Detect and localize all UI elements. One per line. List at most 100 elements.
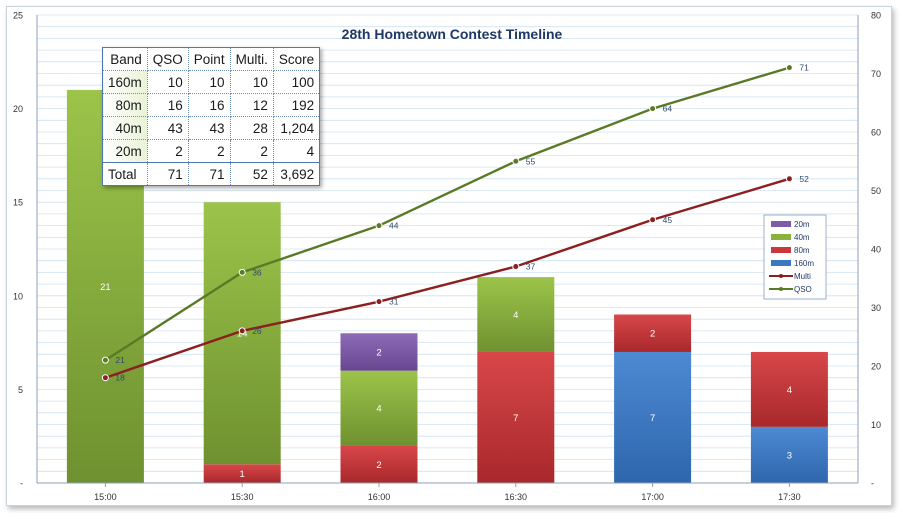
value-cell: 192 [272, 93, 321, 117]
legend-label: 20m [794, 220, 810, 229]
bar-value-label: 2 [376, 347, 381, 358]
bar-160m [614, 351, 692, 483]
value-cell: 16 [187, 93, 231, 117]
bar-value-label: 2 [650, 329, 655, 340]
band-cell: 20m [102, 139, 148, 163]
series-point-label: 18 [115, 373, 125, 383]
series-point-multi [785, 175, 793, 183]
value-cell: 10 [187, 70, 231, 94]
value-cell: 10 [146, 70, 189, 94]
value-cell: 43 [187, 116, 231, 140]
bar-40m [477, 277, 555, 352]
series-point-qso [785, 64, 793, 72]
table-header-cell: QSO [146, 47, 189, 71]
bar-value-label: 2 [376, 460, 381, 471]
value-cell: 52 [229, 162, 274, 186]
series-point-label: 52 [799, 174, 809, 184]
left-axis-tick-label: 25 [13, 11, 23, 21]
series-line-qso [104, 66, 790, 362]
legend-label: 160m [794, 259, 814, 268]
series-point-label: 37 [526, 262, 536, 272]
bar-value-label: 4 [376, 404, 381, 415]
value-cell: 4 [272, 139, 321, 163]
series-point-qso [649, 105, 657, 113]
value-cell: 43 [146, 116, 189, 140]
right-axis-tick-label: 10 [871, 420, 881, 430]
bar-value-label: 4 [787, 385, 792, 396]
legend-label: Multi [794, 272, 811, 281]
right-axis-tick-label: 50 [871, 186, 881, 196]
value-cell: 71 [187, 162, 231, 186]
bar-value-label: 3 [787, 450, 792, 461]
x-axis-tick-label: 17:00 [641, 492, 664, 502]
bar-value-label: 21 [100, 282, 111, 293]
legend-swatch-160m [771, 260, 791, 266]
series-point-qso [375, 222, 383, 230]
legend-label: QSO [794, 285, 812, 294]
series-point-label: 21 [115, 355, 125, 365]
table-row: 40m 43 43 28 1,204 [102, 116, 321, 140]
bar-value-label: 7 [513, 413, 518, 424]
series-point-label: 31 [389, 297, 399, 307]
series-point-qso [512, 157, 520, 165]
series-point-label: 26 [252, 326, 262, 336]
table-header-row: Band QSO Point Multi. Score [102, 47, 321, 71]
value-cell: 16 [146, 93, 189, 117]
series-point-label: 36 [252, 267, 262, 277]
bar-value-label: 7 [650, 413, 655, 424]
left-axis-tick-label: 15 [13, 198, 23, 208]
legend-label: 80m [794, 246, 810, 255]
band-summary-table: Band QSO Point Multi. Score 160m 10 10 10 100 80m… [102, 47, 321, 186]
legend-swatch-20m [771, 221, 791, 227]
series-line-multi [105, 177, 790, 379]
band-cell: Total [102, 162, 148, 186]
series-point-multi [238, 327, 246, 335]
bar-80m [203, 464, 281, 483]
left-axis-tick-label: 10 [13, 291, 23, 301]
band-cell: 160m [102, 70, 148, 94]
bar-40m [340, 370, 418, 446]
series-point-multi [101, 374, 109, 382]
bar-80m [614, 314, 692, 352]
series-point-label: 55 [526, 156, 536, 166]
value-cell: 28 [229, 116, 274, 140]
bar-80m [750, 351, 828, 427]
series-point-multi [649, 216, 657, 224]
x-axis-tick-label: 16:30 [505, 492, 528, 502]
series-point-qso [101, 356, 109, 364]
right-axis-tick-label: 80 [871, 11, 881, 21]
table-header-cell: Point [187, 47, 231, 71]
right-axis-tick-label: 20 [871, 362, 881, 372]
value-cell: 10 [229, 70, 274, 94]
legend-marker-multi [779, 274, 783, 278]
table-total-row: Total 71 71 52 3,692 [102, 162, 321, 186]
right-axis-tick-label: 60 [871, 128, 881, 138]
table-header-cell: Band [102, 47, 148, 71]
value-cell: 2 [229, 139, 274, 163]
value-cell: 1,204 [272, 116, 321, 140]
x-axis-tick-label: 15:00 [94, 492, 117, 502]
value-cell: 71 [146, 162, 189, 186]
value-cell: 100 [272, 70, 321, 94]
left-axis-tick-label: 20 [13, 104, 23, 114]
bar-160m [750, 426, 828, 483]
right-axis-tick-label: - [871, 479, 874, 489]
left-axis-tick-label: 5 [18, 385, 23, 395]
series-point-multi [375, 298, 383, 306]
series-point-multi [512, 263, 520, 271]
table-header-cell: Score [272, 47, 321, 71]
x-axis-tick-label: 17:30 [778, 492, 801, 502]
bar-80m [340, 445, 418, 483]
bar-value-label: 4 [513, 310, 518, 321]
value-cell: 3,692 [272, 162, 321, 186]
legend-marker-qso [779, 287, 783, 291]
legend-box [763, 214, 827, 300]
x-axis-tick-label: 15:30 [231, 492, 254, 502]
series-point-label: 45 [663, 215, 673, 225]
table-row: 80m 16 16 12 192 [102, 93, 321, 117]
bar-20m [340, 333, 418, 371]
series-point-qso [238, 268, 246, 276]
band-cell: 40m [102, 116, 148, 140]
value-cell: 2 [146, 139, 189, 163]
